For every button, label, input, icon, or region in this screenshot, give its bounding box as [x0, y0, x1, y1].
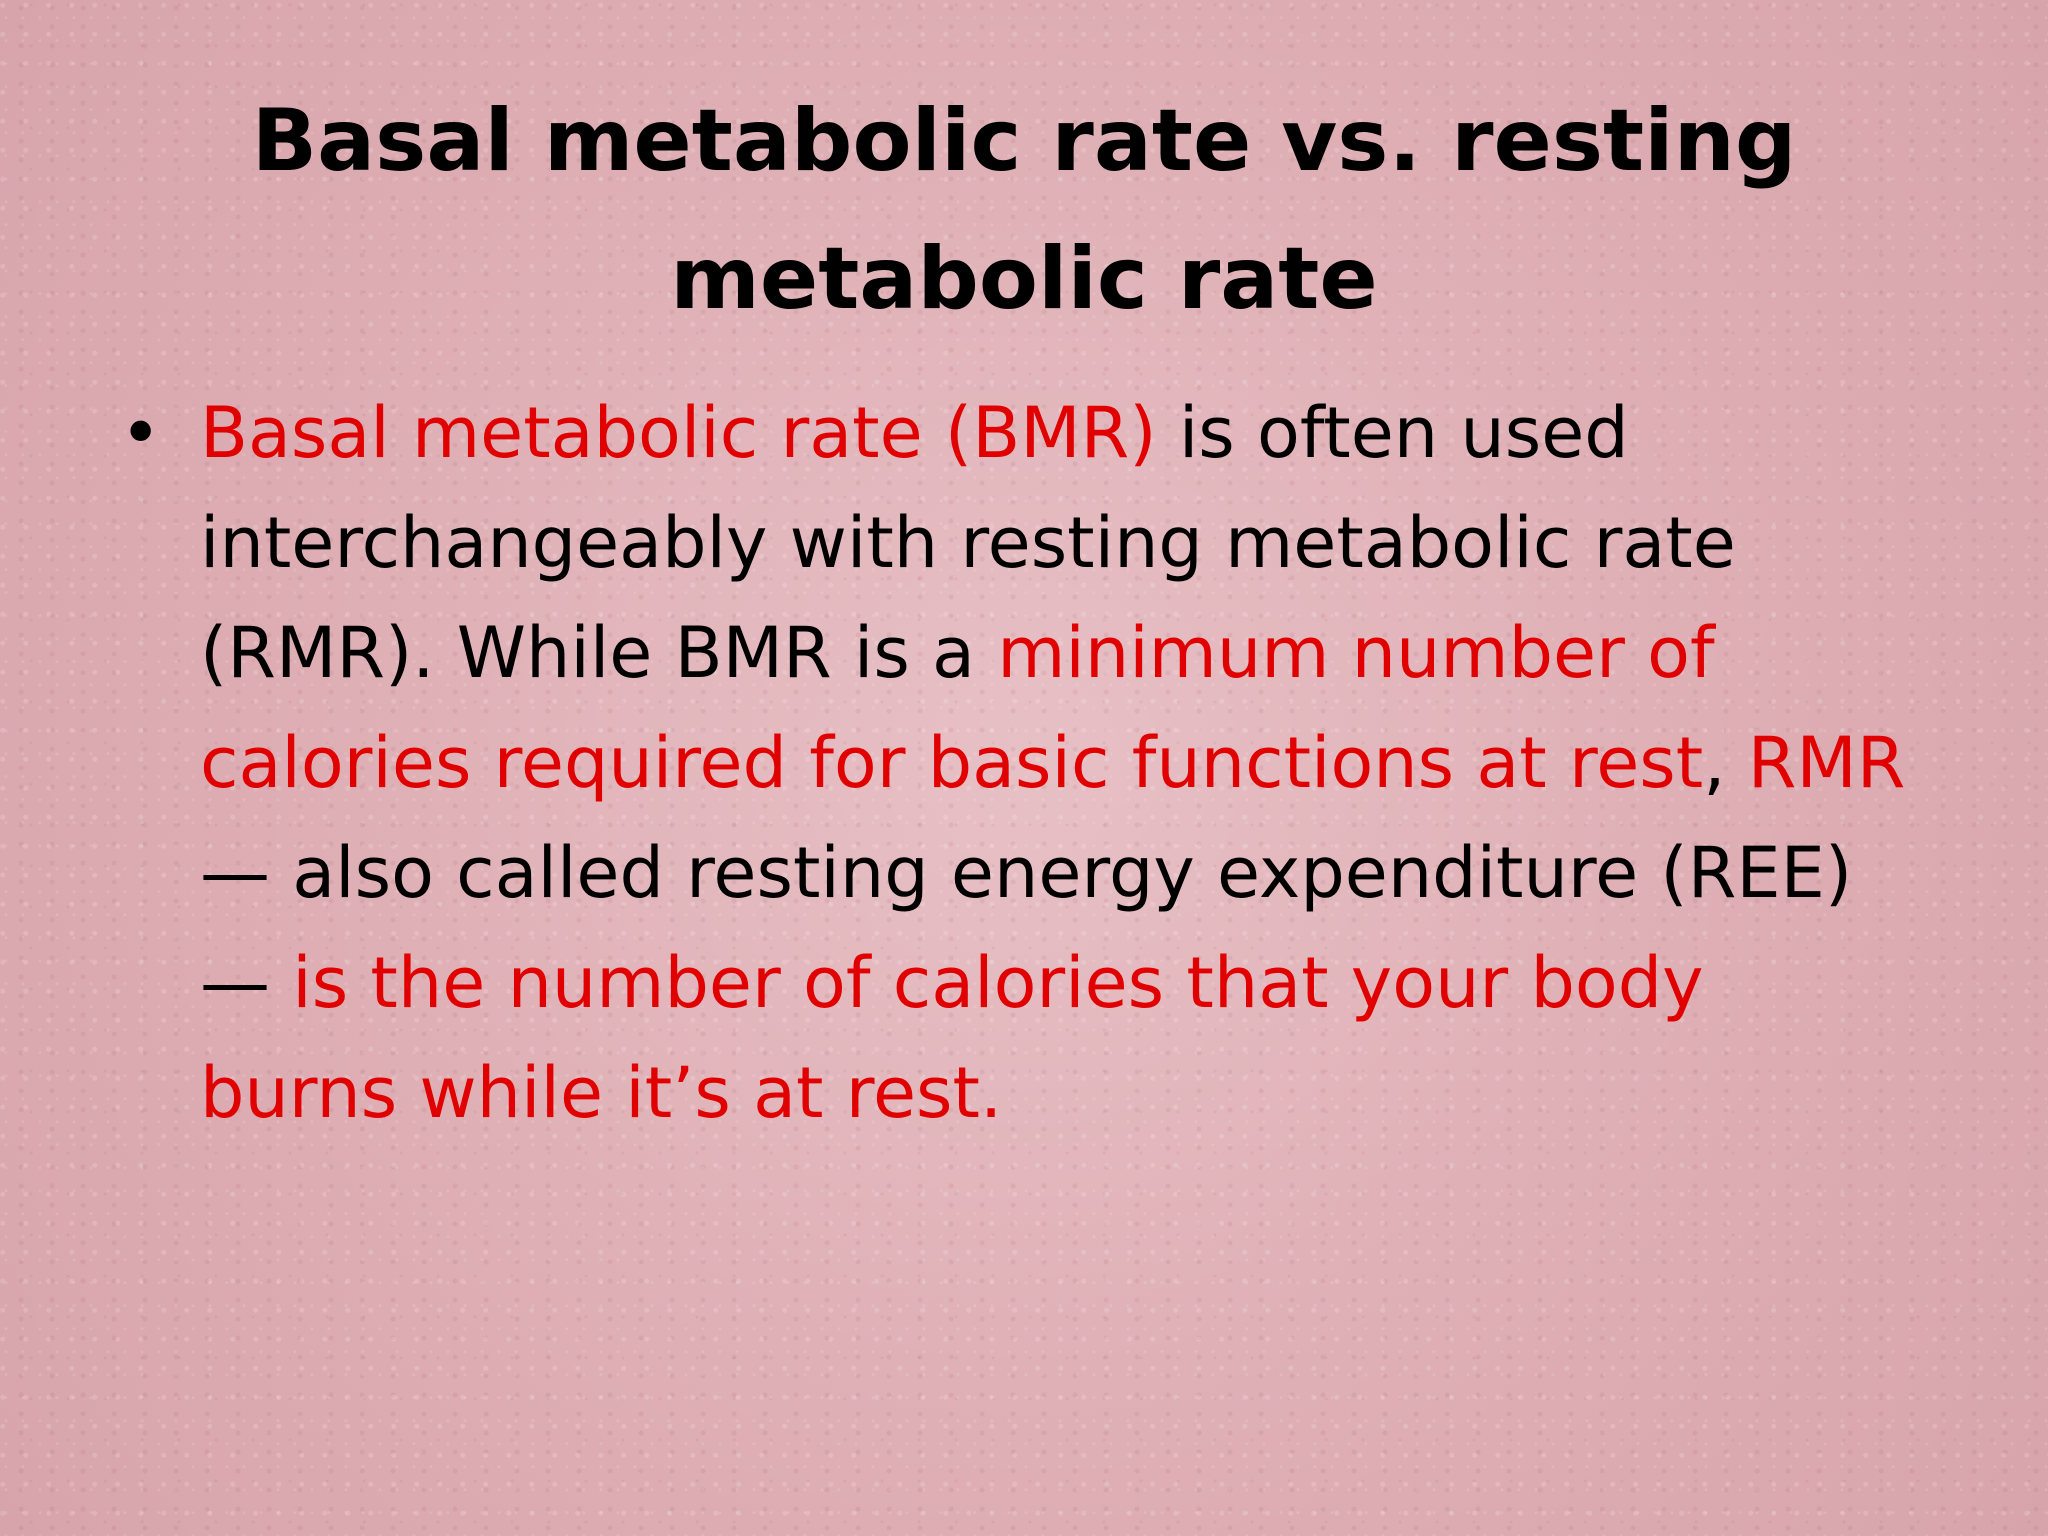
highlight-rmr-definition: is the number of calories that your body… — [200, 942, 1704, 1134]
highlight-bmr-definition: minimum number of calories required for … — [200, 612, 1715, 804]
term-rmr: RMR — [1747, 722, 1906, 804]
term-bmr: Basal metabolic rate (BMR) — [200, 392, 1157, 474]
slide-content: • Basal metabolic rate (BMR) is often us… — [120, 378, 1910, 1148]
bullet-text: Basal metabolic rate (BMR) is often used… — [200, 378, 1910, 1148]
text-segment-1: is often used interchangeably with resti… — [200, 392, 1736, 694]
slide-title: Basal metabolic rate vs. resting metabol… — [251, 91, 1797, 329]
bullet-item: • Basal metabolic rate (BMR) is often us… — [120, 378, 1910, 1148]
text-segment-comma: , — [1703, 722, 1748, 804]
bullet-marker: • — [120, 392, 162, 474]
text-segment-ree: — also called resting energy expenditure… — [200, 832, 1853, 1024]
